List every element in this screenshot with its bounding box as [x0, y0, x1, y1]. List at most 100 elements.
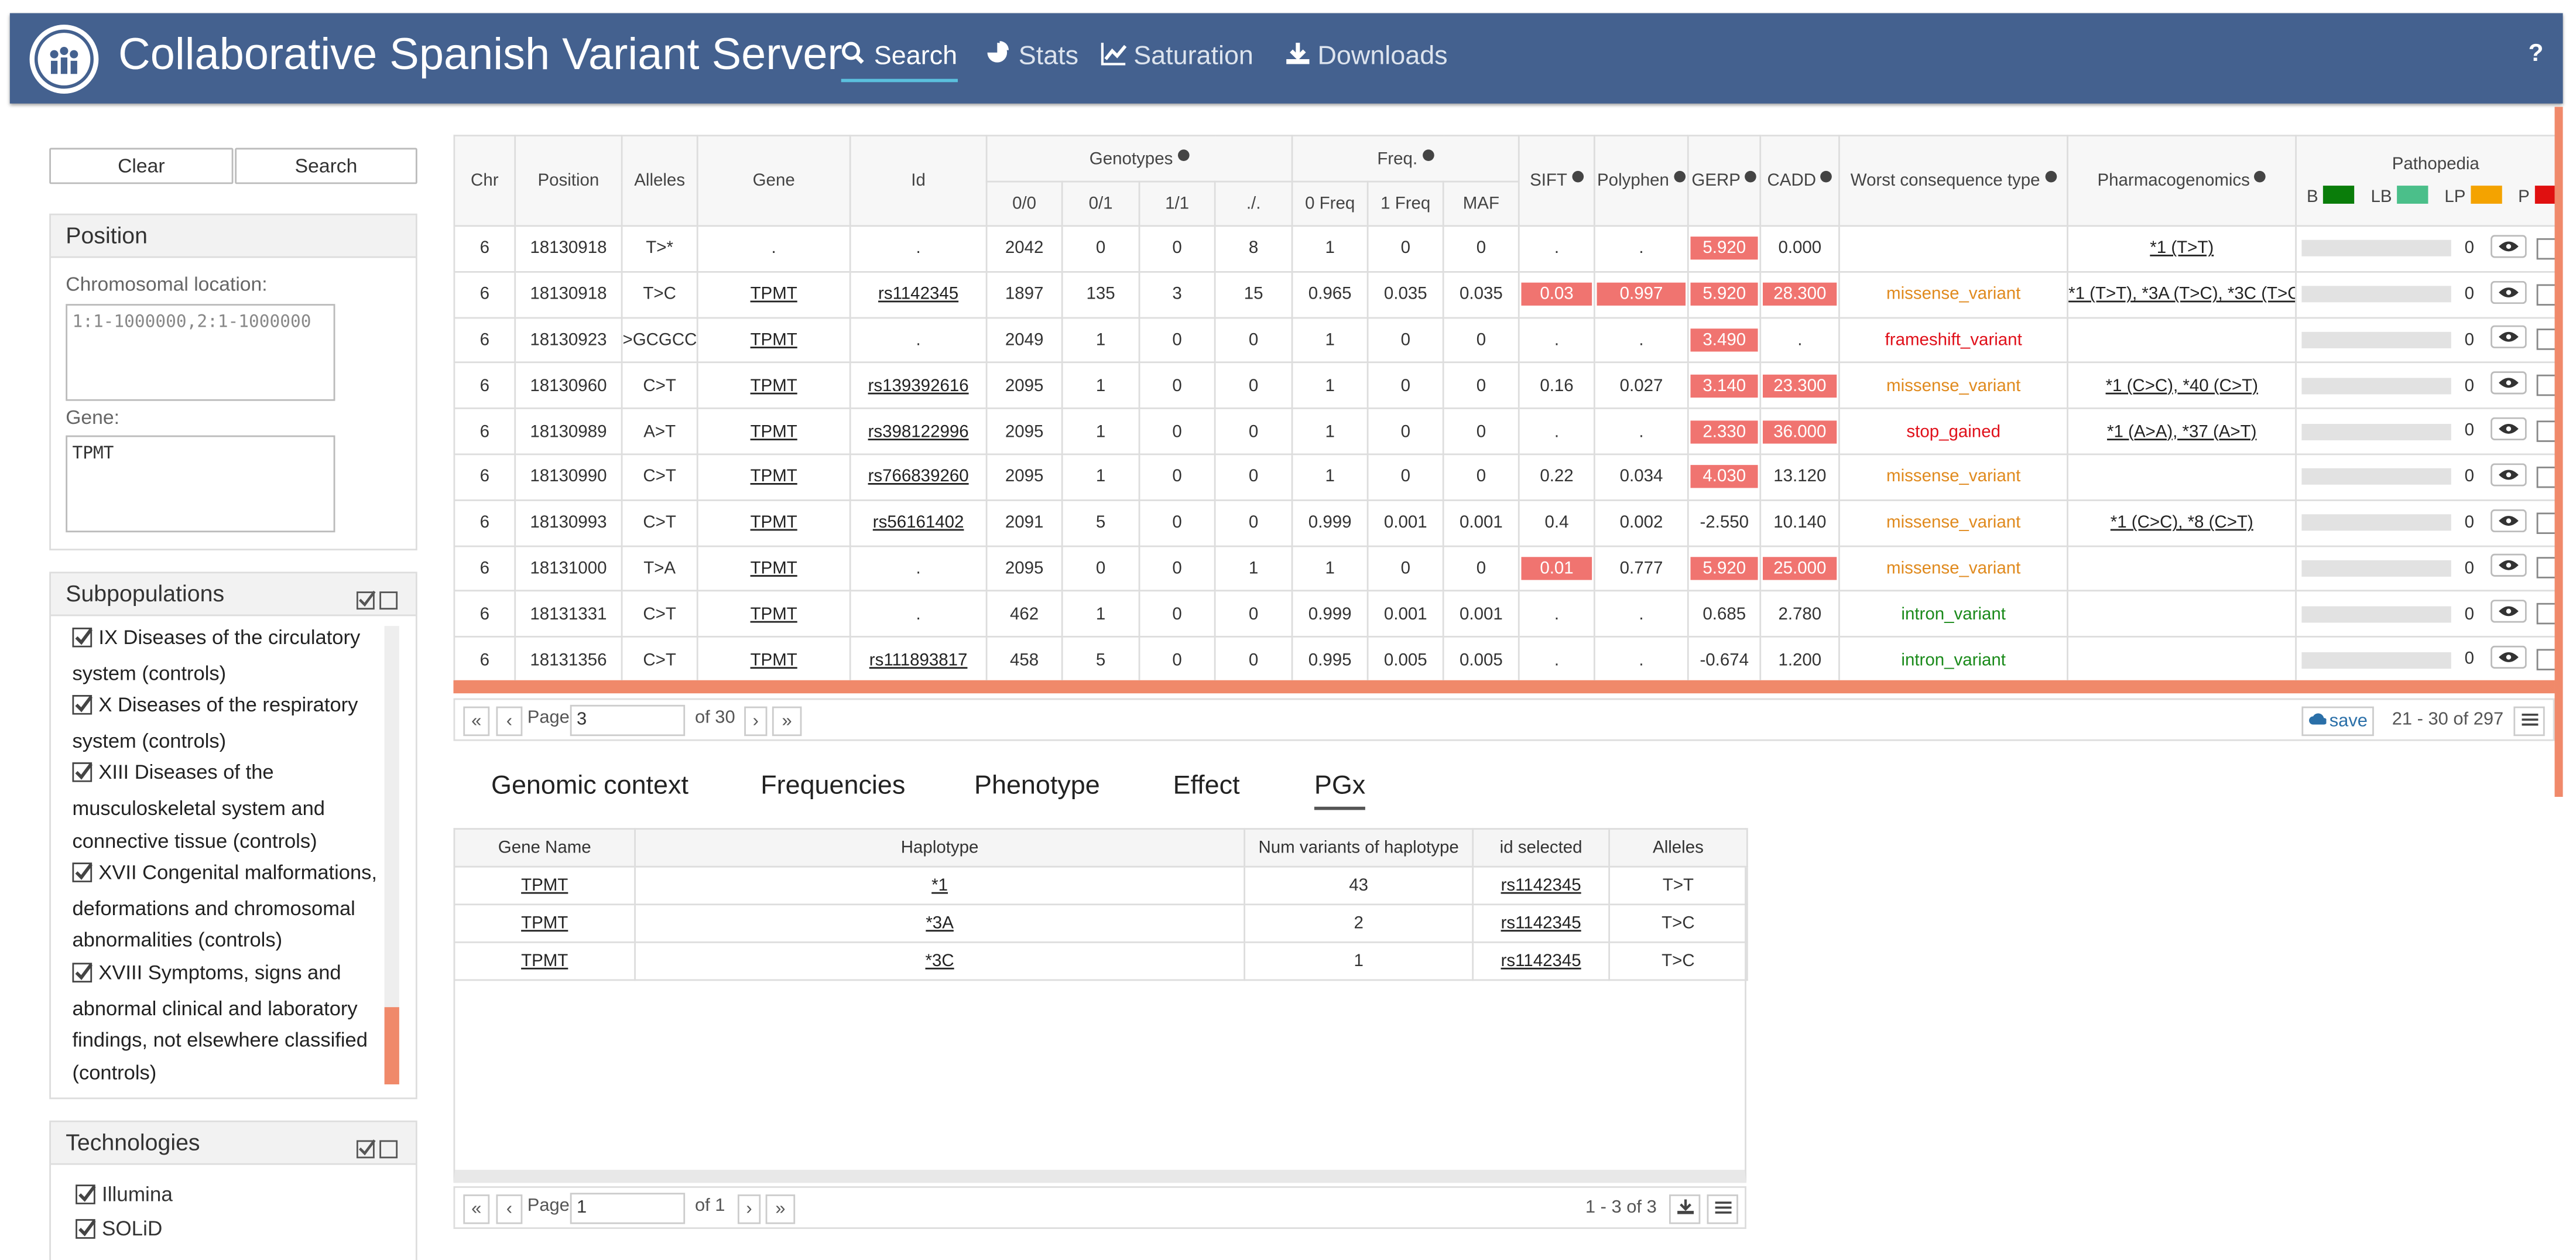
link[interactable]: rs398122996: [868, 421, 969, 441]
view-button[interactable]: [2491, 463, 2527, 491]
variant-row[interactable]: 6 18130989 A>T TPMT rs398122996 2095 1 0 0 1 0 0.. 2…: [453, 408, 2555, 456]
page-scrollbar[interactable]: [2554, 107, 2563, 797]
variant-row[interactable]: 6 18131356 C>T TPMT rs111893817 458 5 0 0 0.995 0.…: [453, 636, 2555, 680]
view-button[interactable]: [2491, 508, 2527, 537]
link[interactable]: TPMT: [750, 649, 797, 670]
link[interactable]: TPMT: [750, 375, 797, 396]
nav-item[interactable]: Downloads: [1284, 41, 1448, 74]
tab[interactable]: Phenotype: [974, 772, 1100, 800]
pager-button[interactable]: »: [765, 1194, 796, 1224]
sidebar-button[interactable]: Search: [235, 148, 417, 184]
download-button[interactable]: [1669, 1194, 1701, 1224]
checkbox-item[interactable]: Illumina: [76, 1183, 173, 1209]
variant-row[interactable]: 6 18130993 C>T TPMT rs56161402 2091 5 0 0 0.999 0.…: [453, 499, 2555, 547]
checkbox-item[interactable]: XVII Congenital malformations, deformati…: [72, 858, 378, 958]
variant-row[interactable]: 6 18131331 C>T TPMT. 462 1 0 0 0.999 0.001 0.001..…: [453, 590, 2555, 638]
checkbox[interactable]: [2536, 329, 2555, 351]
link[interactable]: TPMT: [750, 467, 797, 487]
pager-button[interactable]: ›: [737, 1194, 761, 1224]
link[interactable]: TPMT: [750, 512, 797, 533]
checkbox[interactable]: [2536, 375, 2555, 397]
save-button[interactable]: save: [2301, 706, 2374, 737]
pgx-row[interactable]: TPMT *3C 1 rs1142345 T>C: [453, 941, 1748, 981]
sidebar-button[interactable]: Clear: [49, 148, 234, 184]
link[interactable]: *1: [931, 875, 948, 896]
view-button[interactable]: [2491, 554, 2527, 583]
select-all-toggle[interactable]: [356, 583, 399, 624]
link[interactable]: TPMT: [750, 330, 797, 350]
link[interactable]: rs766839260: [868, 467, 969, 487]
pager-button[interactable]: ‹: [496, 1194, 523, 1224]
nav-item[interactable]: Stats: [986, 41, 1078, 74]
link[interactable]: rs1142345: [1501, 951, 1581, 971]
page-input[interactable]: 1: [570, 1193, 686, 1224]
variant-row[interactable]: 6 18131000 T>A TPMT. 2095 0 0 1 1 0 0 0.01 0.777 5.92…: [453, 545, 2555, 593]
tab[interactable]: PGx: [1314, 772, 1366, 810]
link[interactable]: TPMT: [521, 951, 568, 971]
checkbox[interactable]: [2536, 649, 2555, 671]
select-all-toggle[interactable]: [356, 1132, 399, 1173]
tab[interactable]: Genomic context: [491, 772, 688, 800]
link[interactable]: *1 (C>C), *40 (C>T): [2105, 375, 2258, 396]
help-button[interactable]: ?: [2528, 39, 2544, 68]
page-input[interactable]: 3: [570, 704, 686, 737]
checkbox-item[interactable]: X Diseases of the respiratory system (co…: [72, 690, 378, 758]
checkbox[interactable]: [2536, 512, 2555, 534]
checkbox[interactable]: [2536, 466, 2555, 488]
link[interactable]: TPMT: [750, 604, 797, 624]
link[interactable]: *1 (T>T), *3A (T>C), *3C (T>C): [2068, 284, 2296, 304]
tab[interactable]: Effect: [1173, 772, 1240, 800]
menu-button[interactable]: [1707, 1194, 1738, 1224]
link[interactable]: *1 (T>T): [2150, 238, 2214, 259]
link[interactable]: *1 (A>A), *37 (A>T): [2106, 421, 2257, 441]
checkbox[interactable]: [2536, 603, 2555, 625]
view-button[interactable]: [2491, 645, 2527, 674]
view-button[interactable]: [2491, 371, 2527, 400]
checkbox[interactable]: [2536, 420, 2555, 443]
link[interactable]: TPMT: [750, 284, 797, 304]
checkbox-item[interactable]: XVIII Symptoms, signs and abnormal clini…: [72, 958, 378, 1090]
scroll-thumb[interactable]: [384, 1007, 399, 1085]
checkbox-item[interactable]: SOLiD: [76, 1217, 162, 1244]
variant-row[interactable]: 6 18130923 >GCGCC TPMT. 2049 1 0 0 1 0 0.. 3.490. fr…: [453, 316, 2555, 364]
view-button[interactable]: [2491, 326, 2527, 354]
view-button[interactable]: [2491, 417, 2527, 446]
variant-row[interactable]: 6 18130918 T>*.. 2042 0 0 8 1 0 0.. 5.920 0.000 *1 (…: [453, 225, 2555, 273]
variant-row[interactable]: 6 18130990 C>T TPMT rs766839260 2095 1 0 0 1 0 0 0.2…: [453, 453, 2555, 501]
link[interactable]: *3C: [925, 951, 954, 971]
checkbox[interactable]: [2536, 283, 2555, 306]
gene-input[interactable]: TPMT: [66, 435, 335, 533]
checkbox-item[interactable]: XIII Diseases of the musculoskeletal sys…: [72, 758, 378, 858]
nav-item[interactable]: Search: [841, 41, 958, 83]
checkbox[interactable]: [2536, 238, 2555, 260]
link[interactable]: rs1142345: [878, 284, 959, 304]
checkbox-item[interactable]: IX Diseases of the circulatory system (c…: [72, 623, 378, 691]
link[interactable]: rs1142345: [1501, 913, 1581, 933]
link[interactable]: TPMT: [521, 913, 568, 933]
checkbox[interactable]: [2536, 557, 2555, 580]
pager-button[interactable]: «: [463, 706, 490, 737]
link[interactable]: *1 (C>C), *8 (C>T): [2110, 512, 2253, 533]
nav-item[interactable]: Saturation: [1101, 41, 1253, 74]
pager-button[interactable]: ›: [744, 706, 768, 737]
variant-row[interactable]: 6 18130918 T>C TPMT rs1142345 1897 135 3 15 0.965…: [453, 271, 2555, 319]
pgx-row[interactable]: TPMT *1 43 rs1142345 T>T: [453, 865, 1748, 906]
link[interactable]: TPMT: [750, 558, 797, 578]
menu-button[interactable]: [2513, 706, 2545, 737]
link[interactable]: rs139392616: [868, 375, 969, 396]
link[interactable]: rs56161402: [872, 512, 964, 533]
link[interactable]: rs111893817: [869, 649, 968, 670]
view-button[interactable]: [2491, 600, 2527, 628]
tab[interactable]: Frequencies: [761, 772, 906, 800]
pager-button[interactable]: »: [772, 706, 802, 737]
pager-button[interactable]: ‹: [496, 706, 523, 737]
link[interactable]: *3A: [926, 913, 954, 933]
link[interactable]: TPMT: [750, 421, 797, 441]
view-button[interactable]: [2491, 280, 2527, 309]
pgx-row[interactable]: TPMT *3A 2 rs1142345 T>C: [453, 903, 1748, 943]
view-button[interactable]: [2491, 234, 2527, 263]
location-input[interactable]: 1:1-1000000,2:1-1000000: [66, 304, 335, 401]
link[interactable]: TPMT: [521, 875, 568, 896]
variant-row[interactable]: 6 18130960 C>T TPMT rs139392616 2095 1 0 0 1 0 0 0.1…: [453, 362, 2555, 410]
link[interactable]: rs1142345: [1501, 875, 1581, 896]
